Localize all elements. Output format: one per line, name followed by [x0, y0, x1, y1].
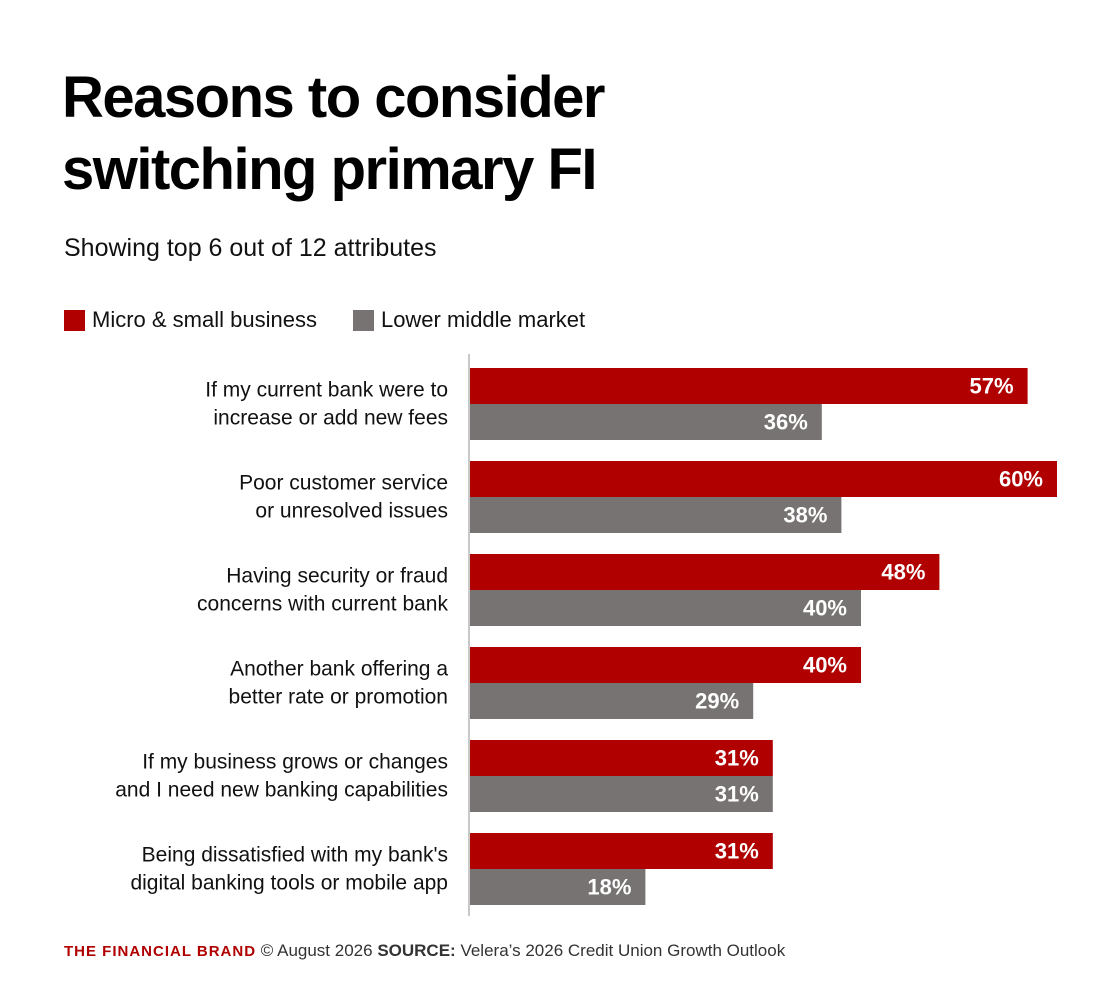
category-label-2-line-2: or unresolved issues — [255, 500, 448, 523]
legend-label-lower-middle: Lower middle market — [380, 307, 586, 332]
brand-name: THE FINANCIAL BRAND — [64, 943, 257, 960]
chart-subtitle: Showing top 6 out of 12 attributes — [64, 234, 437, 262]
bar-lower-middle-6 — [469, 869, 646, 905]
chart-title-line-2: switching primary FI — [62, 137, 598, 202]
chart-title-line-1: Reasons to consider — [62, 65, 605, 130]
data-label-micro-small-3: 48% — [881, 560, 925, 585]
category-label-1-line-1: If my current bank were to — [205, 379, 448, 402]
data-label-micro-small-1: 57% — [970, 374, 1014, 399]
data-label-lower-middle-5: 31% — [715, 782, 759, 807]
category-label-4-line-2: better rate or promotion — [229, 686, 448, 709]
category-label-1-line-2: increase or add new fees — [213, 407, 448, 430]
category-label-4-line-1: Another bank offering a — [230, 658, 448, 681]
bar-micro-small-5 — [469, 740, 773, 776]
legend-item-lower-middle: Lower middle market — [352, 307, 586, 333]
category-label-5-line-2: and I need new banking capabilities — [115, 779, 448, 802]
footer-date: © August 2026 — [260, 941, 373, 960]
data-label-lower-middle-6: 18% — [587, 875, 631, 900]
data-label-lower-middle-2: 38% — [783, 503, 827, 528]
legend-swatch-lower-middle — [352, 309, 374, 331]
category-label-3-line-1: Having security or fraud — [226, 565, 448, 588]
category-label-5-line-1: If my business grows or changes — [142, 751, 448, 774]
data-label-micro-small-6: 31% — [715, 839, 759, 864]
source-text: Velera’s 2026 Credit Union Growth Outloo… — [460, 941, 786, 960]
category-label-6-line-2: digital banking tools or mobile app — [130, 872, 448, 895]
data-label-micro-small-4: 40% — [803, 653, 847, 678]
chart-title: Reasons to consider switching primary FI — [62, 62, 762, 206]
source-label: SOURCE: — [377, 941, 456, 960]
data-label-micro-small-2: 60% — [999, 467, 1043, 492]
bar-lower-middle-4 — [469, 683, 754, 719]
category-label-6-line-1: Being dissatisfied with my bank's — [142, 844, 448, 867]
data-label-micro-small-5: 31% — [715, 746, 759, 771]
legend-label-micro-small: Micro & small business — [92, 307, 317, 332]
bar-lower-middle-2 — [469, 497, 842, 533]
bar-lower-middle-3 — [469, 590, 861, 626]
category-label-2-line-1: Poor customer service — [239, 472, 448, 495]
chart-legend: Micro & small business Lower middle mark… — [64, 304, 621, 336]
bar-micro-small-2 — [469, 461, 1057, 497]
bar-micro-small-1 — [469, 368, 1028, 404]
data-label-lower-middle-3: 40% — [803, 596, 847, 621]
data-label-lower-middle-4: 29% — [695, 689, 739, 714]
legend-item-micro-small: Micro & small business — [64, 307, 317, 333]
legend-swatch-micro-small — [64, 309, 85, 331]
footer: THE FINANCIAL BRAND © August 2026 SOURCE… — [64, 940, 785, 963]
category-label-3-line-2: concerns with current bank — [197, 593, 448, 616]
bar-micro-small-4 — [469, 647, 861, 683]
data-label-lower-middle-1: 36% — [764, 410, 808, 435]
bar-micro-small-6 — [469, 833, 773, 869]
bar-lower-middle-1 — [469, 404, 822, 440]
bar-micro-small-3 — [469, 554, 940, 590]
bar-lower-middle-5 — [469, 776, 773, 812]
